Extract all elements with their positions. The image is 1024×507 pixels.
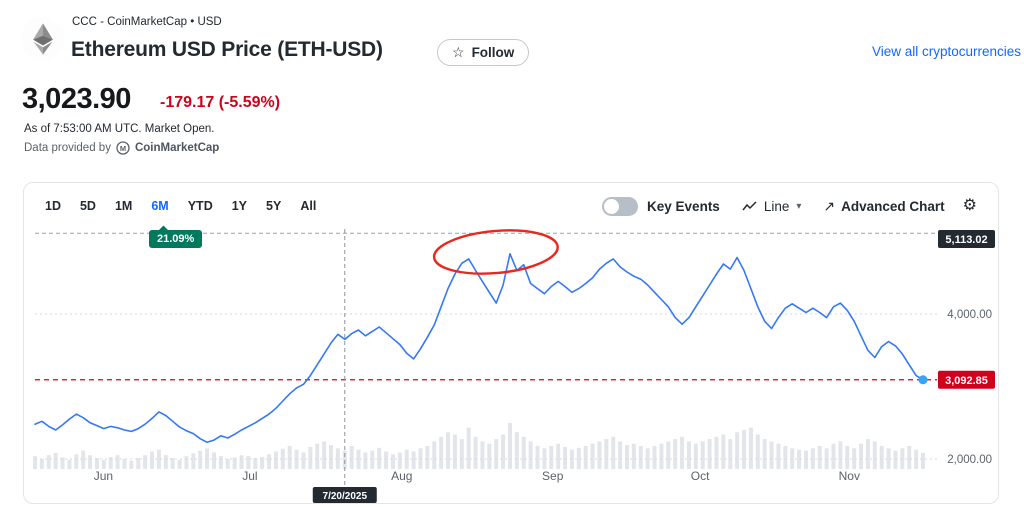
annotation-ellipse — [432, 229, 559, 275]
chart-type-label: Line — [763, 198, 790, 214]
key-events-toggle[interactable] — [602, 196, 639, 216]
tab-range-1d[interactable]: 1D — [45, 199, 61, 213]
svg-text:Jul: Jul — [242, 469, 257, 483]
svg-text:7/20/2025: 7/20/2025 — [323, 491, 368, 502]
y-axis-labels: 5,113.02 4,000.00 3,092.85 2,000.00 — [938, 230, 995, 466]
svg-text:Aug: Aug — [391, 469, 412, 483]
star-icon: ☆ — [452, 44, 465, 60]
price-line — [34, 252, 928, 444]
volume-bars — [33, 423, 925, 469]
event-date-marker: 7/20/2025 — [312, 229, 377, 503]
svg-text:Oct: Oct — [691, 469, 710, 483]
tab-range-6m[interactable]: 6M — [151, 199, 169, 213]
svg-text:M: M — [120, 144, 126, 153]
view-all-cryptocurrencies-link[interactable]: View all cryptocurrencies — [871, 44, 1021, 59]
tab-range-ytd[interactable]: YTD — [187, 199, 213, 213]
chart-type-dropdown[interactable]: Line ▾ — [742, 198, 802, 214]
follow-button[interactable]: ☆ Follow — [437, 39, 530, 66]
chart-controls: Key Events Line ▾ ↗ Advanced Chart ⚙ — [602, 196, 977, 216]
follow-button-label: Follow — [471, 45, 515, 60]
as-of-timestamp: As of 7:53:00 AM UTC. Market Open. — [24, 123, 215, 135]
toggle-knob — [604, 198, 620, 214]
svg-text:Jun: Jun — [94, 469, 113, 483]
coinmarketcap-logo-icon: M — [116, 141, 130, 155]
provider-name: CoinMarketCap — [134, 142, 220, 154]
advanced-chart-label: Advanced Chart — [841, 198, 945, 214]
svg-text:Nov: Nov — [839, 469, 860, 483]
range-tabs: 1D 5D 1M 6M YTD 1Y 5Y All — [45, 199, 316, 213]
ethereum-logo-icon — [21, 17, 65, 61]
current-price: 3,023.90 — [22, 83, 131, 115]
price-chart[interactable]: 7/20/2025 Jun Jul Aug Sep Oct Nov 5,113.02 4,0… — [24, 229, 998, 507]
svg-text:4,000.00: 4,000.00 — [947, 309, 992, 321]
svg-text:5,113.02: 5,113.02 — [945, 234, 987, 246]
svg-text:2,000.00: 2,000.00 — [947, 454, 992, 466]
tab-range-all[interactable]: All — [300, 199, 317, 213]
chart-card: 1D 5D 1M 6M YTD 1Y 5Y All Key Events Lin… — [23, 182, 999, 504]
price-change: -179.17 (-5.59%) — [160, 94, 281, 111]
data-provider-line: Data provided by M CoinMarketCap — [24, 141, 219, 155]
tab-range-1m[interactable]: 1M — [114, 199, 133, 213]
gear-icon[interactable]: ⚙ — [962, 197, 977, 214]
key-events-label: Key Events — [647, 198, 720, 214]
arrow-ne-icon: ↗ — [823, 197, 836, 214]
chart-toolbar: 1D 5D 1M 6M YTD 1Y 5Y All Key Events Lin… — [24, 183, 998, 229]
tab-range-5d[interactable]: 5D — [79, 199, 96, 213]
svg-text:3,092.85: 3,092.85 — [945, 375, 988, 387]
x-axis-labels: Jun Jul Aug Sep Oct Nov — [94, 469, 860, 483]
tab-range-5y[interactable]: 5Y — [266, 199, 282, 213]
tab-range-1y[interactable]: 1Y — [231, 199, 248, 213]
svg-text:Sep: Sep — [542, 469, 564, 483]
exchange-currency-line: CCC - CoinMarketCap • USD — [72, 16, 222, 28]
provider-prefix: Data provided by — [24, 142, 111, 154]
gridlines — [35, 232, 937, 460]
page-title: Ethereum USD Price (ETH-USD) — [71, 38, 383, 61]
line-chart-icon — [742, 200, 757, 210]
chevron-down-icon: ▾ — [796, 200, 802, 212]
range-change-badge: 21.09% — [149, 225, 203, 248]
advanced-chart-button[interactable]: ↗ Advanced Chart — [823, 198, 944, 215]
